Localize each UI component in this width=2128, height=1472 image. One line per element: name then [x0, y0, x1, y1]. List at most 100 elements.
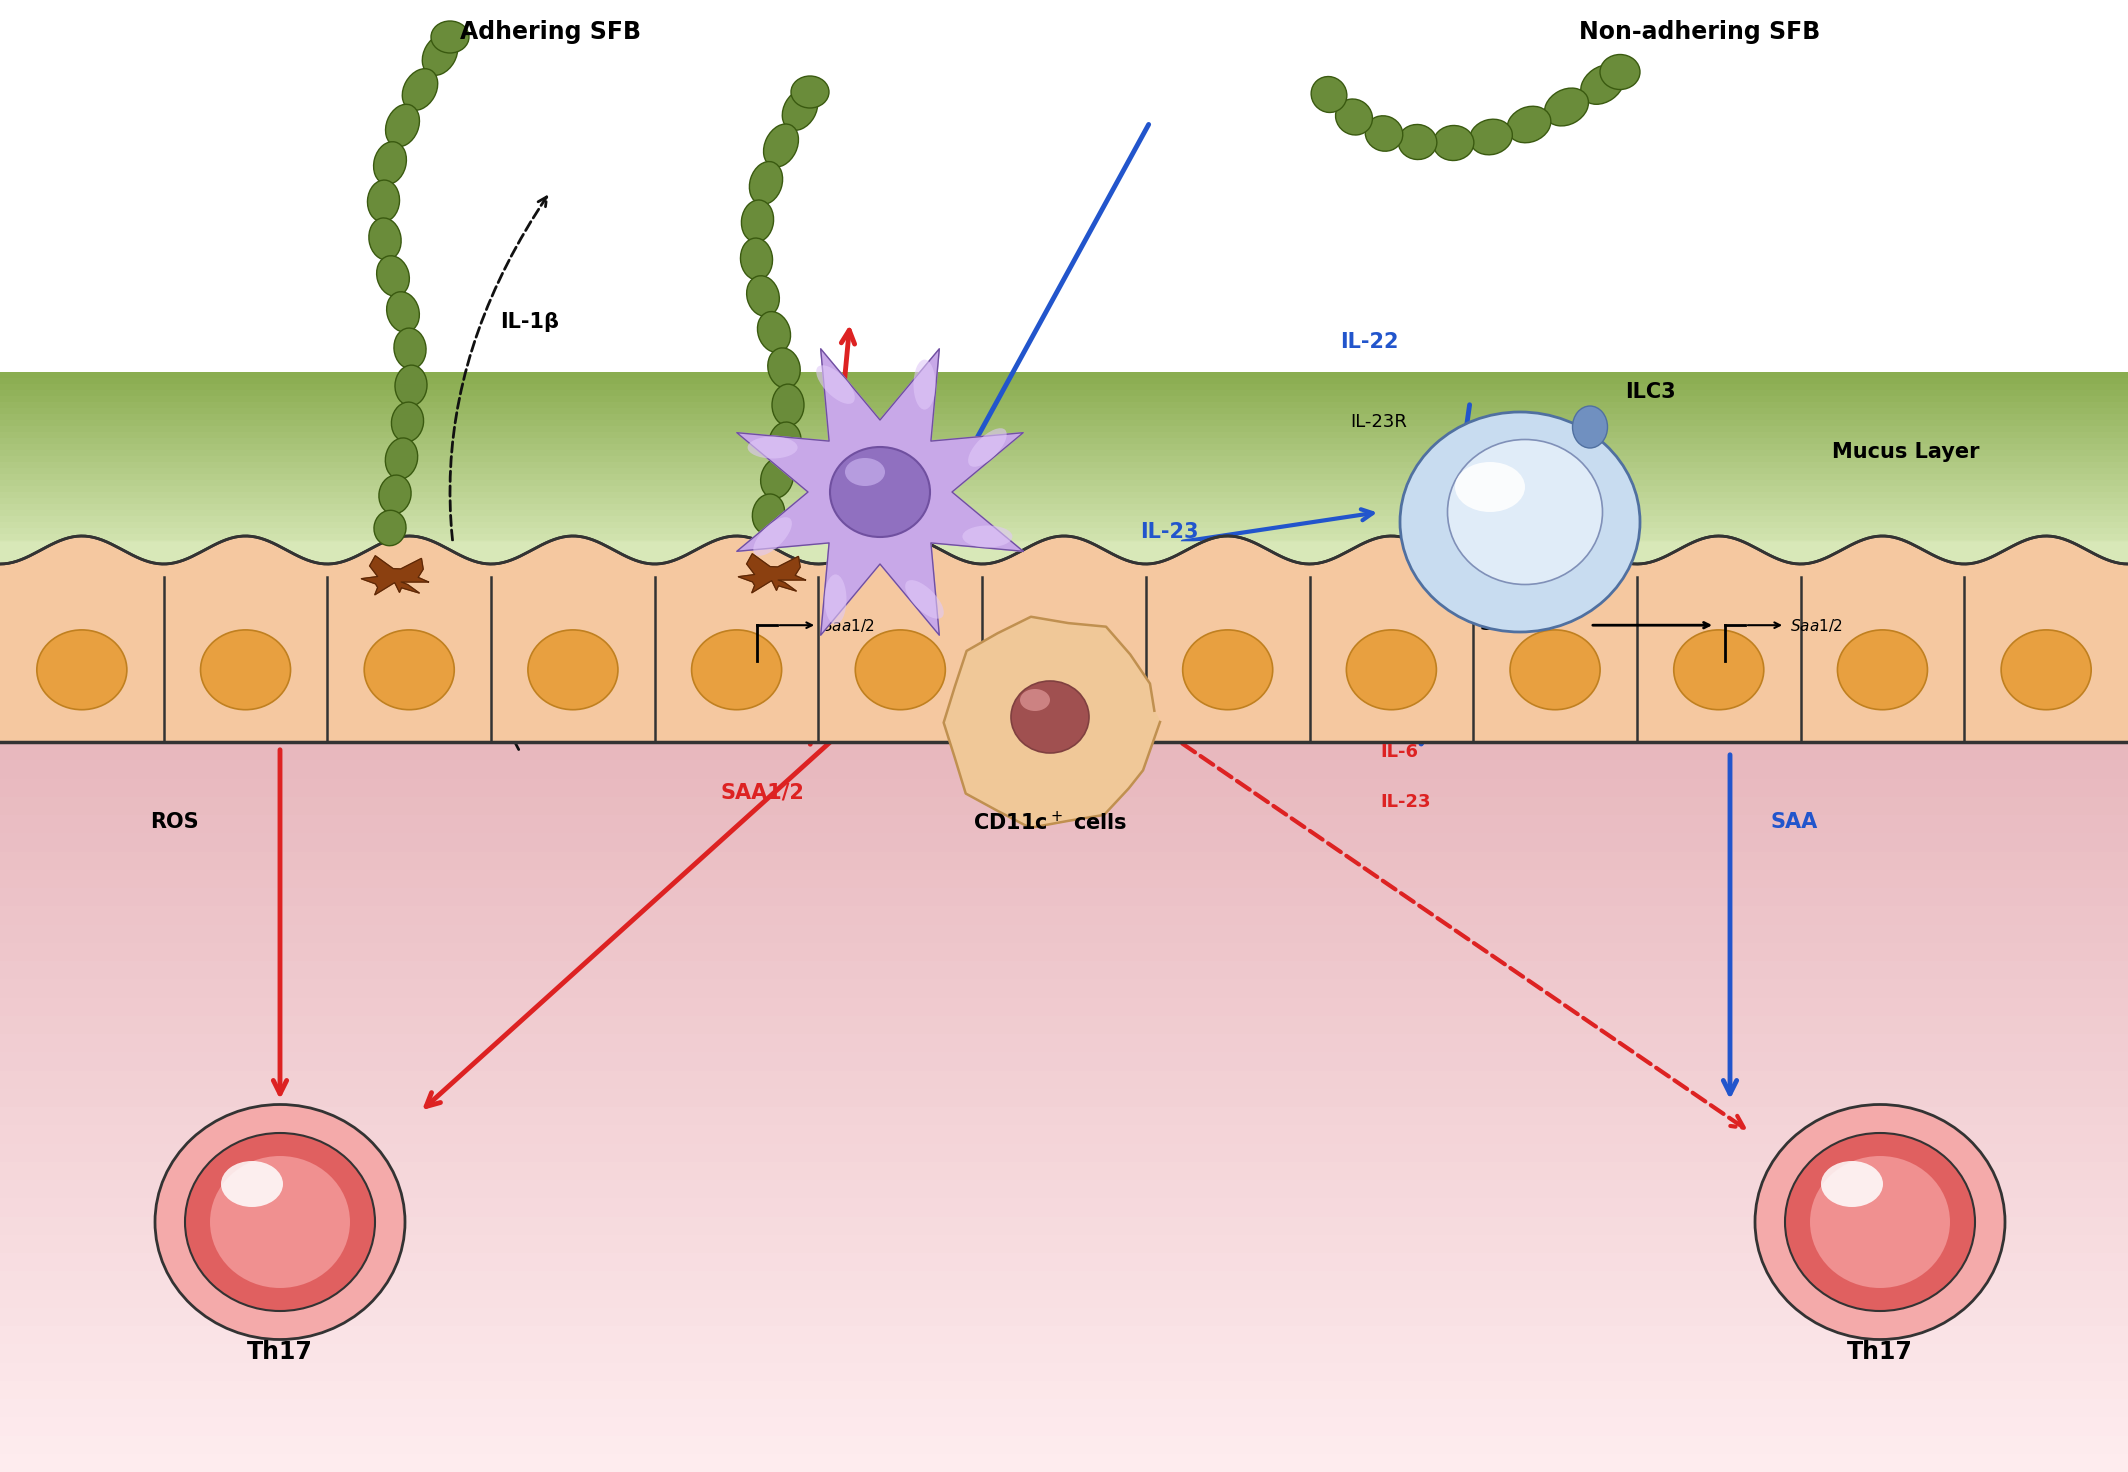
Bar — [0, 1289, 2128, 1307]
Ellipse shape — [392, 402, 423, 442]
Ellipse shape — [387, 291, 419, 333]
Ellipse shape — [764, 124, 798, 166]
Ellipse shape — [1581, 65, 1624, 105]
Ellipse shape — [904, 580, 945, 618]
Ellipse shape — [402, 69, 438, 110]
Ellipse shape — [375, 511, 406, 546]
Text: IL-6: IL-6 — [1379, 743, 1417, 761]
FancyArrowPatch shape — [426, 654, 928, 1107]
Bar — [0, 474, 2128, 480]
Bar — [0, 1307, 2128, 1326]
Polygon shape — [736, 349, 1024, 636]
Ellipse shape — [36, 630, 128, 710]
Bar — [0, 1033, 2128, 1052]
Ellipse shape — [432, 21, 468, 53]
Bar — [0, 924, 2128, 942]
Ellipse shape — [385, 105, 419, 147]
Ellipse shape — [747, 275, 779, 316]
Ellipse shape — [792, 77, 830, 107]
Bar — [0, 1161, 2128, 1181]
Bar — [0, 796, 2128, 815]
FancyArrowPatch shape — [1183, 509, 1373, 542]
Ellipse shape — [1511, 630, 1600, 710]
Bar — [0, 870, 2128, 888]
Bar — [0, 480, 2128, 486]
Ellipse shape — [1600, 54, 1641, 90]
Text: IL-23: IL-23 — [1379, 793, 1430, 811]
Bar — [0, 1363, 2128, 1381]
FancyArrowPatch shape — [1183, 743, 1743, 1128]
Ellipse shape — [783, 88, 817, 131]
Ellipse shape — [1456, 462, 1526, 512]
Ellipse shape — [396, 365, 428, 406]
Bar — [0, 815, 2128, 833]
Ellipse shape — [968, 428, 1007, 467]
Ellipse shape — [830, 447, 930, 537]
Ellipse shape — [772, 384, 804, 425]
Ellipse shape — [385, 439, 417, 478]
Bar — [0, 888, 2128, 907]
Bar — [0, 1052, 2128, 1070]
Bar — [0, 779, 2128, 796]
Ellipse shape — [753, 495, 785, 534]
Text: IL-22: IL-22 — [1341, 333, 1398, 352]
Ellipse shape — [1507, 106, 1551, 143]
Bar — [0, 1181, 2128, 1198]
Bar — [0, 1125, 2128, 1144]
Bar — [0, 1454, 2128, 1472]
Polygon shape — [362, 556, 428, 595]
Bar — [0, 1435, 2128, 1454]
Ellipse shape — [364, 630, 453, 710]
Bar — [0, 439, 2128, 445]
Bar — [0, 378, 2128, 384]
Ellipse shape — [421, 34, 458, 75]
Ellipse shape — [768, 422, 800, 462]
Bar — [0, 907, 2128, 924]
Ellipse shape — [377, 256, 409, 296]
Ellipse shape — [1811, 1156, 1949, 1288]
Ellipse shape — [185, 1133, 375, 1312]
Ellipse shape — [741, 238, 772, 280]
Bar — [0, 396, 2128, 402]
Bar — [0, 851, 2128, 870]
Ellipse shape — [528, 630, 617, 710]
Ellipse shape — [2000, 630, 2092, 710]
Ellipse shape — [1011, 682, 1090, 754]
Bar — [0, 450, 2128, 456]
Ellipse shape — [211, 1156, 349, 1288]
Bar — [0, 534, 2128, 540]
Bar — [0, 503, 2128, 509]
Bar — [0, 1144, 2128, 1161]
Ellipse shape — [768, 347, 800, 389]
Bar — [0, 445, 2128, 450]
Ellipse shape — [1019, 689, 1049, 711]
Bar — [0, 390, 2128, 396]
Bar — [0, 1326, 2128, 1344]
Bar — [0, 1089, 2128, 1107]
Text: Adhering SFB: Adhering SFB — [460, 21, 641, 44]
Ellipse shape — [1756, 1104, 2005, 1340]
Bar — [0, 833, 2128, 851]
Ellipse shape — [1183, 630, 1273, 710]
FancyArrowPatch shape — [1724, 755, 1736, 1094]
Ellipse shape — [1545, 88, 1587, 127]
Bar — [0, 742, 2128, 760]
Bar — [0, 372, 2128, 378]
Ellipse shape — [1822, 1161, 1883, 1207]
FancyArrowPatch shape — [443, 652, 724, 661]
Bar — [0, 1070, 2128, 1089]
Ellipse shape — [747, 437, 798, 458]
Text: IL-23R: IL-23R — [1349, 414, 1407, 431]
Ellipse shape — [1336, 99, 1373, 135]
Text: $Saa1/2$: $Saa1/2$ — [821, 617, 875, 634]
FancyArrowPatch shape — [811, 330, 855, 745]
Text: Mucus Layer: Mucus Layer — [1832, 442, 1979, 462]
Bar — [0, 384, 2128, 390]
Ellipse shape — [368, 218, 402, 261]
Bar — [0, 942, 2128, 961]
Ellipse shape — [817, 365, 855, 403]
Bar — [0, 1344, 2128, 1363]
Bar — [0, 961, 2128, 979]
Bar — [0, 509, 2128, 517]
Bar — [0, 1381, 2128, 1398]
